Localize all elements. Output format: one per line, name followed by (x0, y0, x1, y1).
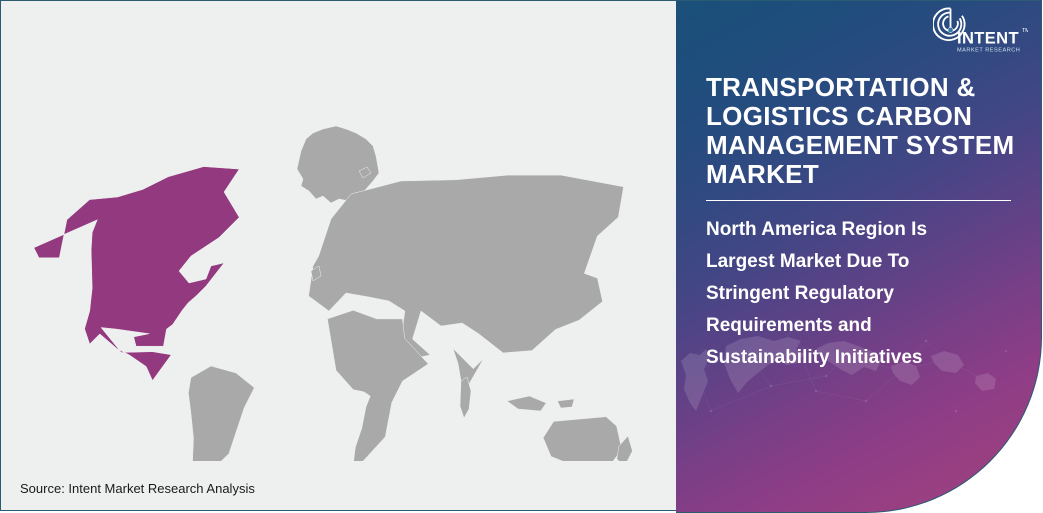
svg-text:MARKET RESEARCH: MARKET RESEARCH (957, 47, 1020, 53)
svg-text:TM: TM (1022, 28, 1028, 34)
svg-text:INTENT: INTENT (957, 30, 1019, 48)
